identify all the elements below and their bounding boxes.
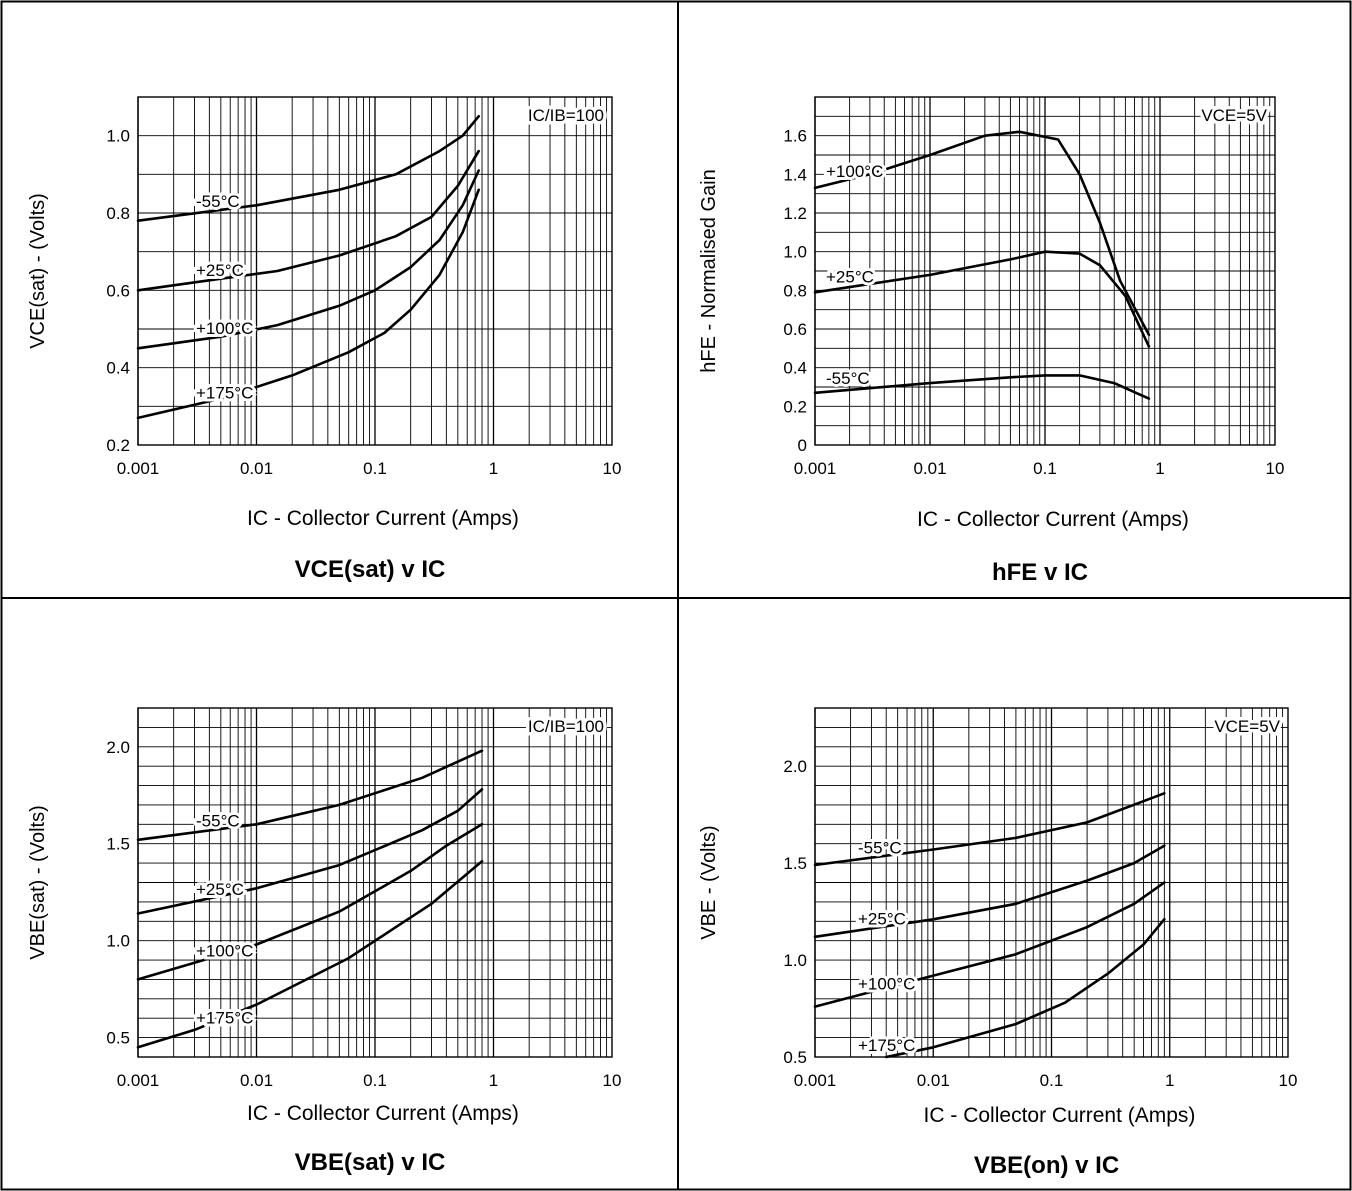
y-tick-label: 0.6 bbox=[106, 281, 130, 300]
series-label: +100°C bbox=[196, 941, 253, 960]
x-tick-label: 1 bbox=[1155, 459, 1164, 478]
chart-panels: 0.0010.010.11100.20.40.60.81.0-55°C+25°C… bbox=[27, 97, 1297, 1179]
series-label: +100°C bbox=[196, 319, 253, 338]
y-axis-label: VCE(sat) - (Volts) bbox=[27, 193, 49, 349]
y-tick-label: 1.5 bbox=[106, 835, 130, 854]
chart-title: VBE(on) v IC bbox=[974, 1152, 1119, 1179]
x-tick-label: 0.1 bbox=[1040, 1071, 1064, 1090]
series-label: -55°C bbox=[196, 811, 240, 830]
y-tick-label: 0.2 bbox=[783, 397, 807, 416]
y-axis-label: VBE(sat) - (Volts) bbox=[27, 805, 49, 959]
series-line bbox=[138, 190, 479, 418]
chart-panel-3: 0.001 0.01 0.1 1 10 0.5 1.0 1.5 2.0 -55°C +25°C +10… bbox=[27, 708, 621, 1176]
y-tick-label: 2.0 bbox=[106, 738, 130, 757]
y-tick-label: 0.4 bbox=[783, 359, 807, 378]
y-tick-label: 1.0 bbox=[783, 243, 807, 262]
x-tick-label: 10 bbox=[1279, 1071, 1298, 1090]
annotation-label: IC/IB=100 bbox=[528, 717, 604, 736]
series-line bbox=[815, 252, 1149, 347]
y-tick-label: 0.8 bbox=[106, 204, 130, 223]
series-label: -55°C bbox=[858, 838, 902, 857]
x-tick-label: 1 bbox=[489, 1071, 498, 1090]
y-tick-label: 1.5 bbox=[783, 854, 807, 873]
y-tick-label: 1.2 bbox=[783, 204, 807, 223]
grid bbox=[815, 708, 1288, 1057]
x-tick-label: 0.001 bbox=[794, 459, 837, 478]
series-label: +175°C bbox=[858, 1036, 915, 1055]
chart-title: hFE v IC bbox=[992, 559, 1088, 586]
chart-panel-2: 0.001 0.01 0.1 1 10 0 0.2 0.4 0.6 0.8 1.0 1.2 1.4 1.6… bbox=[698, 97, 1284, 586]
series-label: -55°C bbox=[826, 369, 870, 388]
grid bbox=[815, 97, 1275, 445]
y-tick-label: 0 bbox=[798, 436, 807, 455]
x-tick-label: 0.1 bbox=[1033, 459, 1057, 478]
chart-panel-4: 0.001 0.01 0.1 1 10 0.5 1.0 1.5 2.0 -55°C +25°C +10… bbox=[698, 708, 1297, 1179]
x-tick-label: 0.001 bbox=[117, 459, 160, 478]
y-tick-label: 0.6 bbox=[783, 320, 807, 339]
y-tick-label: 0.5 bbox=[106, 1029, 130, 1048]
series-label: +25°C bbox=[196, 261, 244, 280]
y-tick-label: 0.2 bbox=[106, 436, 130, 455]
y-axis-label: hFE - Normalised Gain bbox=[698, 169, 720, 372]
x-tick-label: 1 bbox=[489, 459, 498, 478]
x-tick-label: 0.01 bbox=[240, 1071, 273, 1090]
series-label: -55°C bbox=[196, 192, 240, 211]
x-tick-label: 0.01 bbox=[917, 1071, 950, 1090]
series-label: +100°C bbox=[826, 162, 883, 181]
chart-title: VBE(sat) v IC bbox=[295, 1149, 446, 1176]
series-line bbox=[138, 116, 479, 220]
y-tick-label: 1.0 bbox=[106, 932, 130, 951]
x-tick-label: 10 bbox=[603, 1071, 622, 1090]
y-axis-label: VBE - (Volts) bbox=[698, 825, 720, 939]
x-axis-label: IC - Collector Current (Amps) bbox=[917, 508, 1189, 531]
y-tick-label: 1.0 bbox=[783, 951, 807, 970]
series-label: +100°C bbox=[858, 974, 915, 993]
chart-panel-1: 0.001 0.01 0.1 1 10 0.2 0.4 0.6 0.8 1.0 -55°C +25°C… bbox=[27, 97, 621, 583]
series-line bbox=[138, 151, 479, 290]
y-tick-label: 0.5 bbox=[783, 1048, 807, 1067]
x-tick-label: 0.01 bbox=[913, 459, 946, 478]
series-label: +175°C bbox=[196, 1008, 253, 1027]
y-tick-label: 1.6 bbox=[783, 127, 807, 146]
x-axis-label: IC - Collector Current (Amps) bbox=[924, 1104, 1196, 1127]
x-tick-label: 0.001 bbox=[117, 1071, 160, 1090]
series-label: +25°C bbox=[196, 880, 244, 899]
y-tick-label: 1.4 bbox=[783, 165, 807, 184]
x-axis-label: IC - Collector Current (Amps) bbox=[247, 507, 519, 530]
x-tick-label: 0.1 bbox=[363, 459, 387, 478]
y-tick-label: 0.8 bbox=[783, 281, 807, 300]
y-tick-label: 0.4 bbox=[106, 359, 130, 378]
x-tick-label: 0.01 bbox=[240, 459, 273, 478]
annotation-label: VCE=5V bbox=[1201, 106, 1267, 125]
x-axis-label: IC - Collector Current (Amps) bbox=[247, 1102, 519, 1125]
annotation-label: IC/IB=100 bbox=[528, 106, 604, 125]
x-tick-label: 0.1 bbox=[363, 1071, 387, 1090]
chart-title: VCE(sat) v IC bbox=[295, 556, 446, 583]
x-tick-label: 0.001 bbox=[794, 1071, 837, 1090]
x-tick-label: 10 bbox=[1266, 459, 1285, 478]
annotation-label: VCE=5V bbox=[1214, 717, 1280, 736]
series-line bbox=[138, 789, 482, 913]
x-tick-label: 10 bbox=[603, 459, 622, 478]
x-tick-label: 1 bbox=[1165, 1071, 1174, 1090]
y-tick-label: 1.0 bbox=[106, 127, 130, 146]
series-label: +175°C bbox=[196, 383, 253, 402]
series-label: +25°C bbox=[826, 268, 874, 287]
y-tick-label: 2.0 bbox=[783, 757, 807, 776]
series-label: +25°C bbox=[858, 909, 906, 928]
series-line bbox=[138, 861, 482, 1047]
series-line bbox=[138, 171, 479, 349]
